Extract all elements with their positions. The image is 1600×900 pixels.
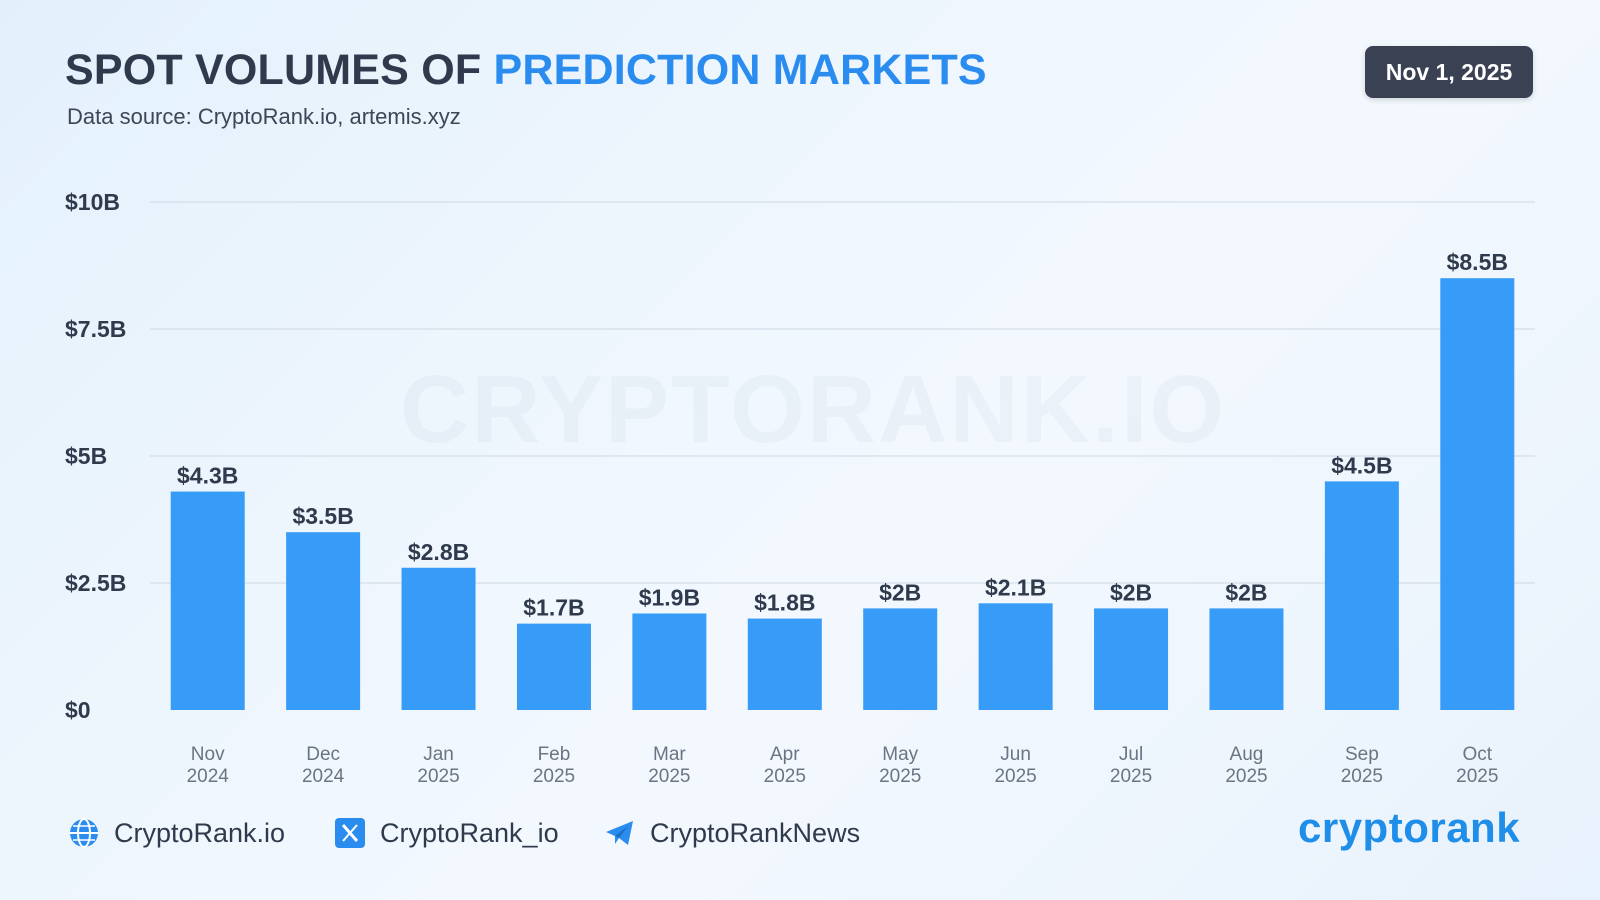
x-tick-month: May bbox=[882, 744, 918, 765]
data-label: $2.8B bbox=[408, 539, 469, 565]
data-label: $8.5B bbox=[1447, 249, 1508, 275]
cryptorank-logo: cryptorank bbox=[1298, 804, 1521, 851]
chart-title: SPOT VOLUMES OF PREDICTION MARKETS bbox=[65, 46, 987, 95]
footer-telegram-label: CryptoRankNews bbox=[650, 817, 861, 848]
bar bbox=[747, 618, 822, 710]
bar bbox=[632, 613, 707, 710]
bar bbox=[170, 491, 245, 710]
bars bbox=[170, 278, 1515, 710]
data-label: $3.5B bbox=[292, 503, 353, 529]
bar bbox=[1324, 481, 1399, 710]
data-label: $2.1B bbox=[985, 574, 1046, 600]
y-tick-label: $0 bbox=[65, 697, 91, 723]
bar bbox=[863, 608, 938, 710]
x-tick-year: 2025 bbox=[417, 766, 459, 787]
footer-website[interactable]: CryptoRank.io bbox=[68, 815, 285, 851]
x-tick-month: Jun bbox=[1000, 744, 1031, 765]
x-tick-year: 2025 bbox=[764, 766, 806, 787]
data-label: $4.5B bbox=[1331, 452, 1392, 478]
bar bbox=[401, 567, 476, 710]
bar bbox=[516, 623, 591, 710]
y-tick-label: $10B bbox=[65, 189, 120, 215]
data-label: $1.8B bbox=[754, 590, 815, 616]
x-tick-month: Sep bbox=[1345, 744, 1379, 765]
footer-twitter[interactable]: CryptoRank_io bbox=[334, 815, 559, 851]
x-tick-month: Oct bbox=[1463, 744, 1493, 765]
data-labels: $4.3B $3.5B $2.8B $1.7B $1.9B $1.8B $2B $2.1B $2… bbox=[177, 249, 1508, 620]
x-tick-month: Dec bbox=[306, 744, 340, 765]
x-tick-year: 2025 bbox=[879, 766, 921, 787]
bar bbox=[1440, 278, 1515, 710]
title-prefix: SPOT VOLUMES OF bbox=[65, 46, 494, 94]
y-tick-label: $7.5B bbox=[65, 316, 126, 342]
x-tick-year: 2025 bbox=[1456, 766, 1498, 787]
data-label: $4.3B bbox=[177, 463, 238, 489]
x-tick-month: Feb bbox=[538, 744, 571, 765]
footer-twitter-label: CryptoRank_io bbox=[380, 817, 559, 848]
x-tick-year: 2024 bbox=[187, 766, 230, 787]
x-tick-month: Apr bbox=[770, 744, 800, 765]
globe-icon bbox=[68, 817, 100, 849]
x-logo-icon bbox=[334, 817, 366, 849]
bar-chart: $0 $2.5B $5B $7.5B $10B $4.3B $3.5B $2.8B $1.7B… bbox=[65, 189, 1535, 787]
x-tick-month: Jan bbox=[423, 744, 454, 765]
x-tick-year: 2024 bbox=[302, 766, 345, 787]
x-tick-month: Nov bbox=[191, 744, 225, 765]
bar bbox=[1209, 608, 1284, 710]
x-tick-month: Aug bbox=[1230, 744, 1264, 765]
data-source: Data source: CryptoRank.io, artemis.xyz bbox=[67, 104, 461, 129]
grid-lines bbox=[150, 201, 1535, 584]
x-tick-year: 2025 bbox=[533, 766, 575, 787]
footer-telegram[interactable]: CryptoRankNews bbox=[604, 815, 860, 851]
x-axis-ticks: Nov2024Dec2024Jan2025Feb2025Mar2025Apr20… bbox=[187, 744, 1499, 787]
data-label: $2B bbox=[1110, 579, 1152, 605]
x-tick-year: 2025 bbox=[1110, 766, 1152, 787]
title-highlight: PREDICTION MARKETS bbox=[493, 46, 987, 94]
y-tick-label: $2.5B bbox=[65, 570, 126, 596]
x-tick-year: 2025 bbox=[1341, 766, 1383, 787]
y-axis-ticks: $0 $2.5B $5B $7.5B $10B bbox=[65, 189, 126, 723]
x-tick-month: Jul bbox=[1119, 744, 1143, 765]
bar bbox=[1094, 608, 1169, 710]
telegram-icon bbox=[604, 817, 636, 849]
data-label: $1.9B bbox=[639, 584, 700, 610]
data-label: $1.7B bbox=[523, 595, 584, 621]
data-label: $2B bbox=[1225, 579, 1267, 605]
date-badge: Nov 1, 2025 bbox=[1365, 46, 1533, 98]
x-tick-year: 2025 bbox=[994, 766, 1036, 787]
y-tick-label: $5B bbox=[65, 443, 107, 469]
footer-website-label: CryptoRank.io bbox=[114, 817, 286, 848]
data-label: $2B bbox=[879, 579, 921, 605]
bar bbox=[978, 603, 1053, 710]
x-tick-month: Mar bbox=[653, 744, 686, 765]
bar bbox=[286, 532, 361, 710]
x-tick-year: 2025 bbox=[648, 766, 690, 787]
x-tick-year: 2025 bbox=[1225, 766, 1267, 787]
